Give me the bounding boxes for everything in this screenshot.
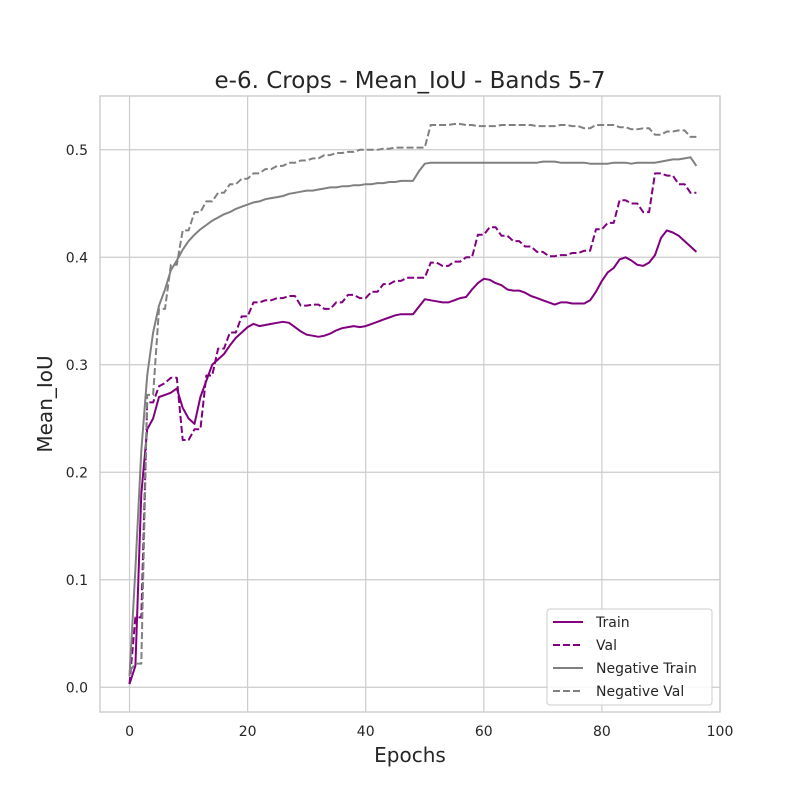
series-line-val: [128, 172, 697, 685]
y-tick-label: 0.5: [66, 143, 88, 159]
y-tick-label: 0.3: [66, 358, 88, 374]
y-tick-label: 0.0: [66, 680, 88, 696]
y-tick-label: 0.2: [66, 465, 88, 481]
series-line-negative-val: [128, 123, 697, 672]
legend-label: Train: [595, 615, 630, 631]
x-axis-label: Epochs: [374, 743, 446, 767]
x-tick-label: 80: [593, 724, 611, 740]
plot-frame: [99, 95, 721, 713]
legend-label: Negative Train: [596, 661, 697, 677]
chart-title: e-6. Crops - Mean_IoU - Bands 5-7: [215, 68, 606, 94]
series-lines: [128, 123, 698, 685]
legend-label: Negative Val: [596, 684, 684, 700]
series-line-train: [128, 229, 698, 685]
x-tick-label: 0: [125, 724, 134, 740]
y-tick-label: 0.4: [66, 250, 88, 266]
x-tick-label: 60: [475, 724, 493, 740]
x-tick-label: 20: [239, 724, 257, 740]
legend: Train Val Negative Train Negative Val: [546, 608, 713, 706]
x-tick-label: 40: [357, 724, 375, 740]
series-line-negative-train: [128, 156, 698, 677]
legend-box: [546, 608, 713, 706]
y-tick-label: 0.1: [66, 573, 88, 589]
legend-label: Val: [596, 638, 617, 654]
y-axis-label: Mean_IoU: [33, 355, 57, 452]
tick-labels: 0 20 40 60 80 100 0.0 0.1 0.2 0.3 0.4 0.5: [66, 143, 734, 740]
x-tick-label: 100: [707, 724, 734, 740]
